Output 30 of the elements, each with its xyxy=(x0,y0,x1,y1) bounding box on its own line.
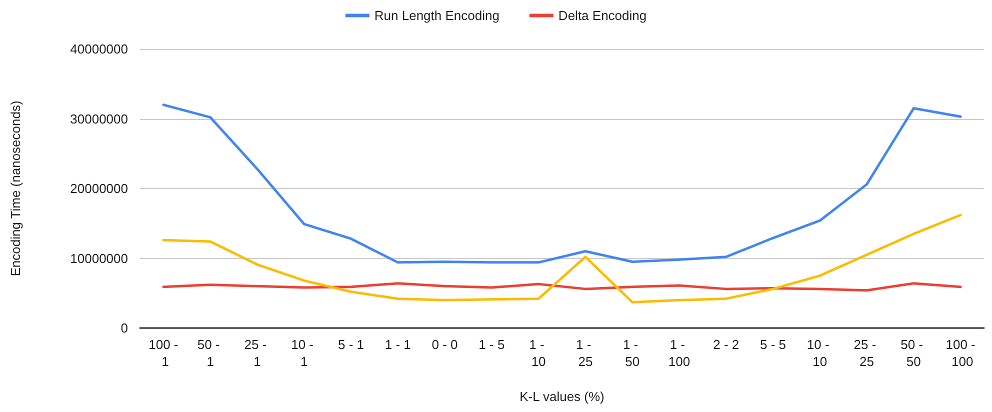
x-tick-label: 50 - 50 xyxy=(900,337,927,369)
x-tick-label: 100 - 1 xyxy=(148,337,178,369)
x-tick-label: 5 - 1 xyxy=(338,337,364,352)
x-tick-label: 50 - 1 xyxy=(197,337,224,369)
x-tick-label: 10 - 10 xyxy=(806,337,833,369)
line-series xyxy=(162,214,962,304)
legend-label: Run Length Encoding xyxy=(374,8,500,23)
y-tick-label: 40000000 xyxy=(70,42,128,56)
x-axis-title: K-L values (%) xyxy=(520,389,604,404)
x-tick-label: 1 - 5 xyxy=(478,337,505,352)
legend-label: Delta Encoding xyxy=(558,8,647,23)
y-axis-title: Encoding Time (nanoseconds) xyxy=(8,100,23,276)
line-series xyxy=(162,282,962,292)
x-tick-label: 100 - 100 xyxy=(946,337,976,369)
x-tick-label: 0 - 0 xyxy=(432,337,458,352)
x-tick-label: 25 - 25 xyxy=(854,337,880,369)
x-tick-label: 5 - 5 xyxy=(760,337,786,352)
y-tick-label: 30000000 xyxy=(70,111,128,126)
y-tick-label: 10000000 xyxy=(70,250,128,266)
x-tick-label: 2 - 2 xyxy=(713,337,740,352)
x-tick-label: 1 - 50 xyxy=(622,337,642,369)
x-tick-label: 1 - 10 xyxy=(529,337,548,369)
x-tick-label: 10 - 1 xyxy=(291,337,318,369)
x-tick-label: 1 - 1 xyxy=(384,337,411,352)
y-tick-label: 20000000 xyxy=(70,181,128,196)
x-tick-label: 1 - 25 xyxy=(576,337,595,369)
line-series xyxy=(162,104,962,264)
y-tick-label: 0 xyxy=(120,320,128,336)
x-tick-label: 25 - 1 xyxy=(244,337,270,369)
x-tick-label: 1 - 100 xyxy=(668,337,690,369)
